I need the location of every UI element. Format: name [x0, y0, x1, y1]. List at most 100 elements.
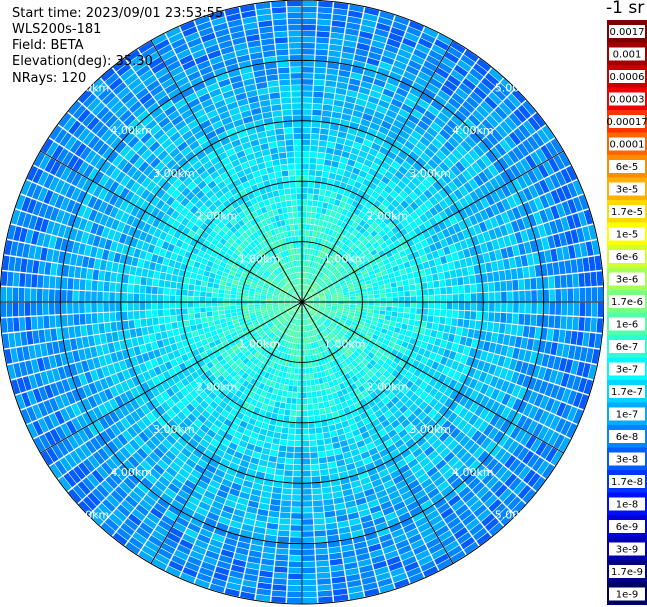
- ppi-cell: [260, 332, 267, 338]
- ppi-cell: [352, 266, 359, 272]
- ppi-cell: [263, 285, 269, 289]
- ppi-cell: [373, 268, 381, 274]
- ppi-cell: [522, 100, 536, 116]
- ppi-cell: [293, 306, 298, 311]
- ppi-cell: [109, 194, 119, 206]
- ppi-cell: [170, 343, 178, 352]
- ppi-cell: [304, 325, 307, 332]
- ppi-cell: [287, 440, 295, 447]
- ppi-cell: [354, 161, 363, 170]
- ppi-cell: [104, 354, 113, 365]
- ppi-cell: [385, 358, 393, 366]
- ppi-cell: [271, 596, 286, 603]
- ppi-cell: [379, 146, 389, 156]
- ppi-cell: [371, 452, 381, 462]
- ppi-cell: [420, 321, 427, 328]
- ppi-cell: [473, 329, 481, 340]
- ppi-cell: [292, 476, 302, 483]
- ppi-cell: [236, 295, 242, 299]
- ppi-cell: [30, 288, 37, 302]
- ppi-cell: [110, 454, 123, 467]
- ppi-cell: [67, 314, 74, 326]
- ppi-cell: [253, 342, 260, 349]
- ppi-cell: [46, 220, 55, 235]
- ppi-cell: [320, 469, 329, 476]
- ppi-cell: [274, 426, 282, 433]
- ppi-cell: [549, 289, 556, 302]
- ppi-cell: [470, 284, 477, 293]
- ppi-cell: [358, 150, 368, 159]
- ppi-cell: [181, 242, 189, 251]
- ppi-cell: [508, 112, 522, 127]
- ppi-cell: [463, 182, 474, 194]
- ppi-cell: [308, 318, 312, 324]
- ppi-cell: [395, 54, 410, 65]
- ppi-cell: [297, 386, 302, 392]
- ppi-cell: [354, 269, 361, 275]
- ppi-cell: [305, 306, 309, 312]
- ppi-cell: [297, 380, 302, 386]
- ppi-cell: [414, 207, 424, 217]
- ppi-cell: [545, 397, 555, 412]
- ppi-cell: [443, 512, 458, 525]
- ppi-cell: [459, 209, 469, 220]
- ppi-cell: [104, 388, 114, 400]
- ppi-cell: [360, 81, 373, 90]
- ppi-cell: [209, 272, 216, 279]
- ppi-cell: [572, 392, 583, 408]
- ppi-cell: [181, 484, 193, 495]
- ppi-cell: [333, 328, 340, 334]
- ppi-cell: [279, 307, 286, 311]
- ppi-cell: [382, 396, 391, 405]
- ppi-cell: [463, 410, 474, 422]
- ppi-cell: [560, 373, 570, 388]
- ppi-cell: [478, 171, 489, 184]
- ppi-cell: [262, 325, 268, 330]
- ppi-cell: [258, 280, 265, 285]
- ppi-cell: [458, 82, 473, 96]
- ppi-cell: [177, 436, 188, 447]
- ppi-cell: [437, 324, 445, 332]
- ppi-cell: [318, 402, 325, 409]
- ppi-cell: [318, 352, 324, 359]
- ppi-cell: [236, 398, 245, 406]
- ppi-cell: [331, 305, 338, 308]
- ppi-cell: [334, 253, 340, 260]
- ppi-cell: [192, 448, 203, 459]
- ppi-cell: [319, 214, 326, 221]
- ppi-cell: [403, 285, 410, 292]
- ppi-cell: [266, 366, 273, 374]
- ppi-cell: [395, 322, 402, 329]
- ppi-cell: [463, 217, 473, 228]
- ppi-cell: [364, 588, 380, 597]
- ppi-cell: [149, 451, 161, 463]
- ppi-cell: [163, 309, 170, 317]
- ppi-cell: [202, 522, 215, 533]
- ppi-cell: [187, 474, 199, 485]
- ppi-cell: [93, 198, 103, 211]
- ppi-cell: [383, 278, 390, 285]
- ppi-cell: [287, 367, 292, 373]
- ppi-cell: [355, 547, 369, 556]
- ppi-cell: [426, 322, 433, 330]
- ppi-cell: [406, 253, 415, 261]
- ppi-cell: [204, 332, 212, 339]
- ppi-cell: [440, 294, 447, 302]
- ppi-cell: [204, 490, 216, 500]
- ppi-cell: [250, 457, 260, 465]
- ppi-cell: [257, 282, 264, 287]
- ppi-cell: [447, 439, 459, 451]
- ppi-cell: [107, 229, 116, 240]
- ppi-cell: [423, 461, 435, 473]
- ppi-cell: [404, 302, 411, 308]
- ppi-cell: [317, 590, 333, 597]
- ppi-cell: [197, 480, 209, 490]
- ppi-cell: [205, 302, 212, 307]
- ppi-cell: [457, 276, 464, 286]
- ppi-cell: [275, 469, 284, 476]
- ppi-cell: [72, 216, 82, 229]
- ppi-cell: [322, 487, 332, 494]
- ppi-cell: [507, 302, 513, 313]
- ppi-cell: [319, 318, 324, 323]
- ppi-cell: [488, 229, 497, 240]
